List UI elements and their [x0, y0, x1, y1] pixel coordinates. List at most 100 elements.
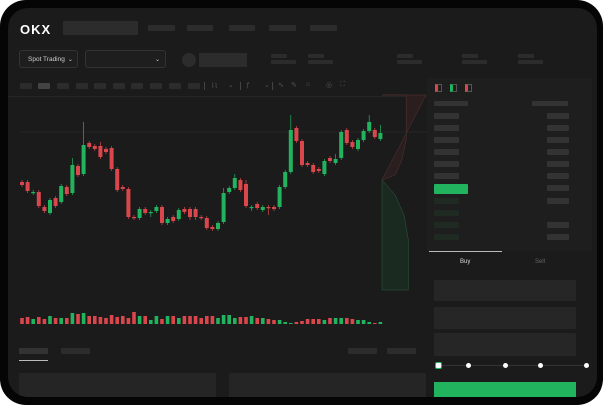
slider-mark-25[interactable] — [466, 363, 471, 368]
timeframe-button[interactable] — [57, 83, 69, 89]
volume-bar — [98, 317, 103, 324]
volume-bar — [160, 319, 164, 324]
ask-amount — [547, 149, 569, 155]
timeframe-button[interactable] — [20, 83, 32, 89]
book-bids-icon[interactable] — [450, 84, 457, 92]
candle-body — [283, 172, 288, 187]
bottom-tab-orders[interactable] — [19, 348, 48, 354]
draw-tool-icon[interactable]: ✎ — [291, 82, 297, 89]
bottom-tab-history[interactable] — [61, 348, 90, 354]
timeframe-button[interactable] — [113, 83, 125, 89]
indicator-icon[interactable]: ƒ — [246, 82, 250, 89]
bid-price — [434, 210, 459, 216]
line-tool-icon[interactable]: ∿ — [278, 82, 284, 89]
bid-price — [434, 222, 459, 228]
timeframe-button[interactable] — [150, 83, 162, 89]
slider-mark-50[interactable] — [503, 363, 508, 368]
volume-bar — [188, 316, 192, 324]
book-asks-icon[interactable] — [465, 84, 472, 92]
timeframe-button[interactable] — [169, 83, 181, 89]
okx-logo[interactable]: OKX — [20, 22, 52, 37]
volume-bar — [261, 318, 265, 324]
depth-bids-area — [381, 179, 409, 291]
volume-bar — [115, 317, 119, 324]
slider-mark-75[interactable] — [538, 363, 543, 368]
depth-asks-area — [381, 94, 427, 181]
volume-bar — [20, 318, 24, 324]
nav-item[interactable] — [310, 25, 337, 31]
volume-bar — [249, 316, 254, 324]
camera-icon[interactable]: ⌂ — [306, 81, 311, 88]
bid-price — [434, 198, 459, 204]
price-input[interactable] — [434, 280, 576, 301]
stat-label — [397, 54, 413, 58]
stat-value — [271, 60, 296, 64]
slider-handle[interactable] — [435, 362, 442, 369]
candle-body — [64, 187, 69, 194]
bid-price — [434, 234, 459, 240]
candle-body — [31, 192, 36, 194]
timeframe-button[interactable] — [188, 83, 200, 89]
trading-screen: OKX Spot Trading ⌄ ⌄ ⌇⌇ ⌄ ƒ ⌄ ∿ ✎ ⌂ ◎ ⛶ … — [8, 8, 597, 397]
candle-body — [143, 209, 148, 213]
candle-body — [109, 148, 114, 169]
timeframe-button[interactable] — [131, 83, 143, 89]
volume-bar — [266, 319, 271, 324]
price-display — [199, 53, 247, 67]
ask-price — [434, 125, 459, 131]
candle-body — [132, 217, 136, 219]
pair-select[interactable]: ⌄ — [85, 50, 166, 68]
candle-body — [165, 219, 170, 223]
chevron-down-icon[interactable]: ⌄ — [264, 82, 270, 89]
volume-bar — [300, 321, 304, 324]
chevron-down-icon[interactable]: ⌄ — [228, 82, 234, 89]
total-input[interactable] — [434, 333, 576, 356]
candle-body — [311, 165, 316, 172]
bottom-action[interactable] — [348, 348, 377, 354]
candlestick-chart[interactable] — [8, 8, 597, 397]
nav-item[interactable] — [148, 25, 175, 31]
ask-price — [434, 149, 459, 155]
slider-track[interactable] — [440, 365, 588, 366]
candle-body — [81, 145, 86, 174]
buy-tab[interactable]: Buy — [460, 259, 471, 265]
candle-body — [76, 166, 80, 175]
volume-bar — [171, 316, 175, 324]
timeframe-button[interactable] — [76, 83, 88, 89]
volume-bar — [182, 316, 187, 324]
volume-bar — [367, 322, 371, 324]
slider-mark-100[interactable] — [584, 363, 589, 368]
settings-icon[interactable]: ◎ — [326, 82, 333, 89]
stat-value — [397, 60, 422, 64]
chevron-down-icon: ⌄ — [67, 56, 73, 63]
ask-amount — [547, 185, 569, 191]
candle-body — [199, 217, 204, 219]
sell-tab[interactable]: Sell — [535, 259, 546, 265]
book-both-icon[interactable] — [435, 84, 442, 92]
timeframe-button[interactable] — [94, 83, 106, 89]
candle-body — [272, 207, 276, 209]
volume-bar — [361, 320, 366, 324]
volume-bar — [373, 323, 377, 324]
volume-bar — [87, 316, 91, 324]
bottom-action[interactable] — [387, 348, 416, 354]
buy-button[interactable] — [434, 382, 576, 397]
volume-bar — [328, 318, 332, 324]
candle-body — [232, 178, 237, 188]
candle-body — [339, 132, 344, 158]
market-select[interactable]: Spot Trading ⌄ — [19, 50, 78, 68]
divider — [204, 82, 205, 90]
search-bar[interactable] — [63, 21, 138, 35]
volume-bar — [81, 313, 86, 324]
market-select-label: Spot Trading — [28, 55, 65, 63]
book-header-amount — [532, 101, 568, 106]
timeframe-button[interactable] — [38, 83, 50, 89]
fullscreen-icon[interactable]: ⛶ — [340, 81, 345, 88]
amount-input[interactable] — [434, 307, 576, 329]
nav-item[interactable] — [269, 25, 296, 31]
nav-item[interactable] — [229, 25, 255, 31]
divider — [272, 82, 273, 90]
nav-item[interactable] — [187, 25, 213, 31]
candle-type-icon[interactable]: ⌇⌇ — [211, 83, 218, 90]
candle-body — [36, 192, 41, 206]
